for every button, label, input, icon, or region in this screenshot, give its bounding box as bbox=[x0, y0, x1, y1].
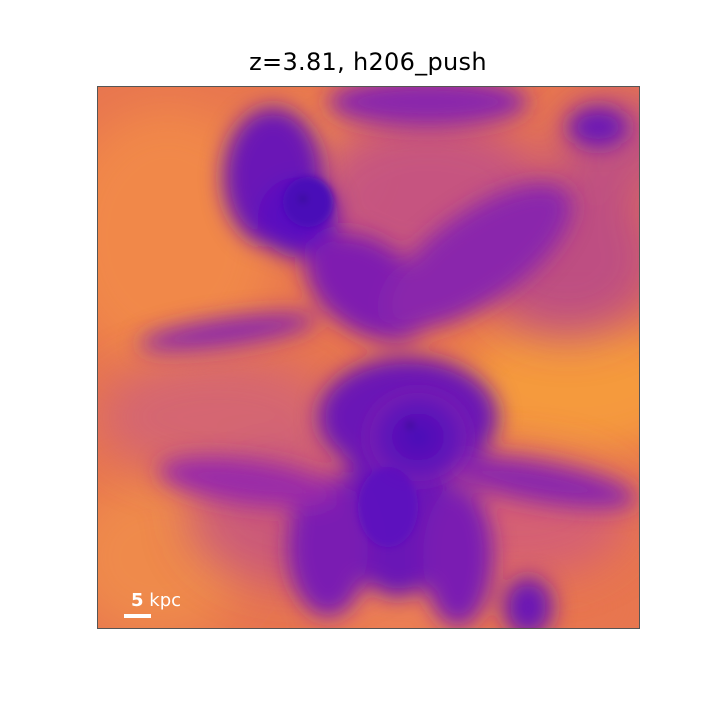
scale-bar-unit: kpc bbox=[149, 590, 182, 611]
scale-bar-label: 5 kpc bbox=[131, 590, 181, 611]
dense-core-layer bbox=[283, 177, 478, 547]
density-projection-image bbox=[97, 86, 640, 629]
gas-density-map bbox=[98, 87, 639, 628]
scale-bar bbox=[124, 614, 151, 618]
figure-title: z=3.81, h206_push bbox=[249, 48, 487, 76]
scale-bar-value: 5 bbox=[131, 590, 144, 611]
